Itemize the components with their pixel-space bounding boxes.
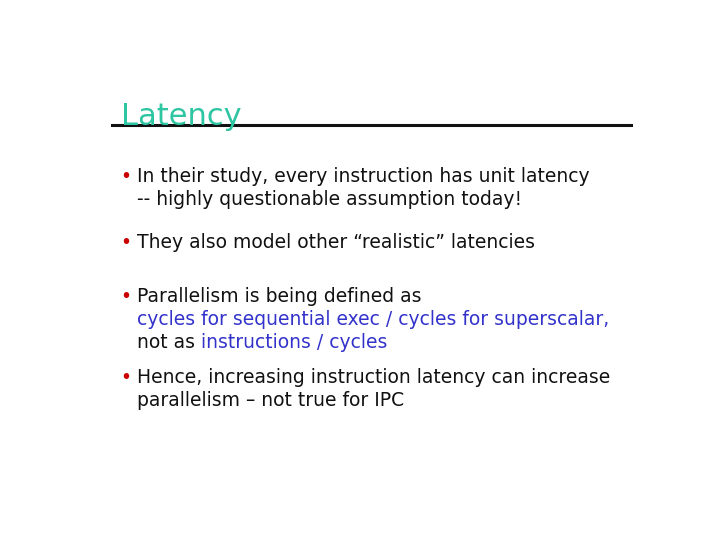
Text: •: • (121, 167, 132, 186)
Text: Latency: Latency (121, 102, 241, 131)
Text: Hence, increasing instruction latency can increase: Hence, increasing instruction latency ca… (138, 368, 611, 387)
Text: •: • (121, 233, 132, 252)
Text: -- highly questionable assumption today!: -- highly questionable assumption today! (138, 190, 523, 208)
Text: •: • (121, 287, 132, 306)
Text: They also model other “realistic” latencies: They also model other “realistic” latenc… (138, 233, 536, 252)
Text: •: • (121, 368, 132, 387)
Text: not as: not as (138, 333, 202, 352)
Text: In their study, every instruction has unit latency: In their study, every instruction has un… (138, 167, 590, 186)
Text: cycles for sequential exec / cycles for superscalar,: cycles for sequential exec / cycles for … (138, 310, 610, 329)
Text: parallelism – not true for IPC: parallelism – not true for IPC (138, 391, 405, 410)
Text: instructions / cycles: instructions / cycles (202, 333, 388, 352)
Text: Parallelism is being defined as: Parallelism is being defined as (138, 287, 422, 306)
